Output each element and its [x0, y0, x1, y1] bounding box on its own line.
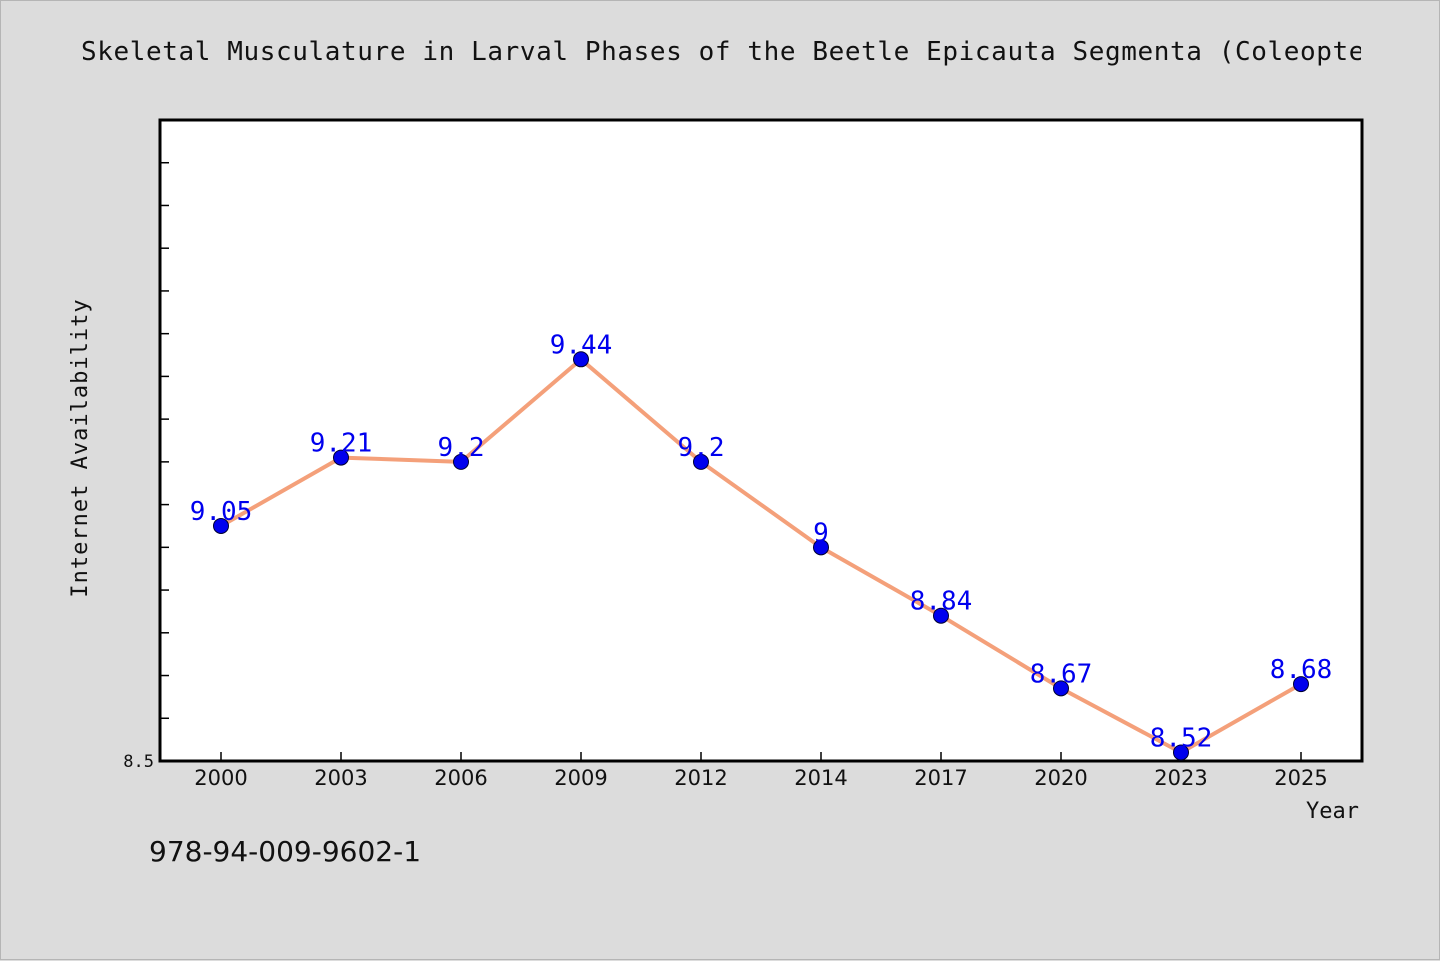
chart-title: Skeletal Musculature in Larval Phases of…	[81, 37, 1361, 67]
data-label: 8.84	[910, 587, 973, 617]
series-group: 9.05 9.21 9.2 9.44 9.2 9 8.84 8.67 8.52 8.68	[190, 330, 1333, 761]
x-tick-label: 2020	[1034, 766, 1087, 790]
data-point	[1053, 680, 1069, 697]
data-point	[693, 453, 709, 470]
x-tick-label: 2017	[914, 766, 967, 790]
data-point	[1293, 676, 1309, 693]
data-label: 8.67	[1030, 659, 1093, 689]
x-axis-label: Year	[1306, 799, 1359, 824]
plot-area	[158, 118, 1364, 763]
data-point	[933, 607, 949, 624]
data-label: 9	[813, 518, 829, 548]
data-point	[453, 453, 469, 470]
x-tick-label: 2006	[434, 766, 487, 790]
data-point	[333, 449, 349, 466]
x-tick-label: 2023	[1154, 766, 1207, 790]
data-label: 9.05	[190, 497, 253, 527]
data-label: 8.52	[1150, 723, 1213, 753]
x-tick-label: 2000	[194, 766, 247, 790]
x-tick-label: 2025	[1274, 766, 1327, 790]
data-label: 9.44	[550, 330, 613, 360]
y-axis-ticks: 8.5	[123, 161, 169, 772]
data-point	[813, 539, 829, 556]
data-point	[1173, 744, 1189, 761]
x-axis-ticks: 2000 2003 2006 2009 2012 2014 2017 2020 2023 2025	[194, 752, 1328, 790]
isbn-label: 978-94-009-9602-1	[149, 835, 422, 868]
data-label: 9.21	[310, 429, 373, 459]
x-tick-label: 2003	[314, 766, 367, 790]
data-label: 9.2	[438, 433, 485, 463]
x-tick-label: 2009	[554, 766, 607, 790]
y-tick-label: 8.5	[123, 752, 154, 772]
x-tick-label: 2012	[674, 766, 727, 790]
x-tick-label: 2014	[794, 766, 847, 790]
y-axis-label: Internet Availability	[68, 298, 93, 597]
data-label: 8.68	[1270, 655, 1333, 685]
data-point	[213, 517, 229, 534]
series-line	[220, 357, 1302, 755]
data-point	[573, 351, 589, 368]
data-label: 9.2	[678, 433, 725, 463]
